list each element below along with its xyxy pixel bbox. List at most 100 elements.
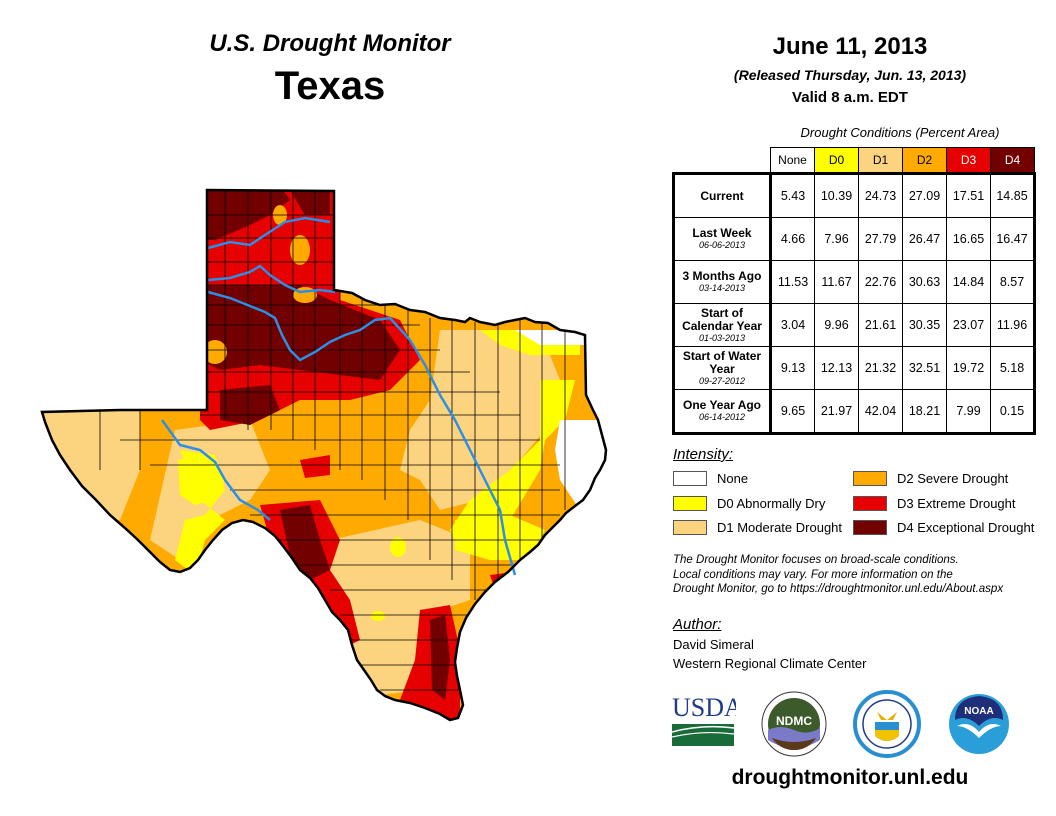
cell-d1: 27.79 (858, 217, 903, 261)
legend-swatch (673, 496, 707, 511)
legend-item-d4: D4 Exceptional Drought (853, 520, 1034, 535)
cell-d3: 19.72 (946, 346, 991, 390)
cell-d1: 21.32 (858, 346, 903, 390)
table-row: Current 5.43 10.39 24.73 27.09 17.51 14.85 (672, 173, 1036, 218)
author-title: Author: (673, 616, 722, 633)
note-line: The Drought Monitor focuses on broad-sca… (673, 554, 959, 566)
table-row: Start of Calendar Year 01-03-2013 3.04 9.96… (672, 303, 1036, 347)
legend-swatch (853, 471, 887, 486)
region-d4-southtip (430, 615, 450, 700)
ndmc-logo-text: NDMC (776, 714, 812, 728)
cell-d4: 0.15 (990, 389, 1036, 435)
region-d0-west2 (178, 455, 225, 505)
cell-d1: 21.61 (858, 303, 903, 347)
row-label: One Year Ago 06-14-2012 (672, 389, 772, 435)
header-d1: D1 (858, 147, 903, 175)
table-row: Start of Water Year 09-27-2012 9.13 12.13 21… (672, 346, 1036, 390)
cell-d2: 30.35 (902, 303, 947, 347)
author-name: David Simeral (673, 637, 754, 652)
cell-d4: 8.57 (990, 260, 1036, 304)
row-label-text: Start of Calendar Year (682, 305, 762, 333)
legend-title: Intensity: (673, 446, 734, 463)
cell-d2: 32.51 (902, 346, 947, 390)
cell-d3: 16.65 (946, 217, 991, 261)
row-label: Start of Calendar Year 01-03-2013 (672, 303, 772, 347)
region-d3-central (300, 455, 330, 478)
cell-d0: 9.96 (814, 303, 859, 347)
legend-item-none: None (673, 471, 748, 486)
row-label: Last Week 06-06-2013 (672, 217, 772, 261)
header-d2: D2 (902, 147, 947, 175)
region-none-northeast (515, 330, 586, 345)
cell-d3: 17.51 (946, 173, 991, 218)
noaa-logo: NOAA (949, 694, 1009, 754)
cell-none: 9.13 (770, 346, 815, 390)
region-d0-dot2 (371, 611, 385, 621)
drought-regions (42, 190, 606, 720)
cell-d2: 26.47 (902, 217, 947, 261)
region-d0-coastal (455, 515, 545, 560)
note-line: Local conditions may vary. For more info… (673, 568, 953, 581)
row-label-text: Current (700, 188, 744, 203)
cell-d2: 27.09 (902, 173, 947, 218)
valid-time: Valid 8 a.m. EDT (792, 89, 908, 106)
legend-item-d1: D1 Moderate Drought (673, 520, 842, 535)
row-label-text: 3 Months Ago (682, 269, 762, 283)
commerce-seal-logo (853, 690, 921, 758)
region-d4-north (200, 190, 290, 240)
cell-d4: 5.18 (990, 346, 1036, 390)
drought-conditions-table: None D0 D1 D2 D3 D4 Current 5.43 10.39 24.7… (672, 147, 1036, 435)
row-label: Current (672, 173, 772, 218)
cell-d0: 11.67 (814, 260, 859, 304)
texas-drought-map (40, 188, 608, 722)
noaa-logo-text: NOAA (964, 706, 993, 717)
cell-d2: 18.21 (902, 389, 947, 435)
cell-d4: 14.85 (990, 173, 1036, 218)
row-date: 06-14-2012 (698, 412, 746, 422)
state-title: Texas (274, 64, 386, 108)
table-row: Last Week 06-06-2013 4.66 7.96 27.79 26.47 16.… (672, 217, 1036, 261)
row-date: 03-14-2013 (698, 283, 746, 293)
legend-swatch (853, 496, 887, 511)
legend-label: None (717, 471, 749, 486)
region-d4-mid (200, 285, 400, 380)
author-org: Western Regional Climate Center (673, 656, 867, 671)
header-d4: D4 (990, 147, 1035, 175)
legend-label: D4 Exceptional Drought (897, 520, 1035, 535)
cell-none: 3.04 (770, 303, 815, 347)
header-d0: D0 (814, 147, 859, 175)
header-none: None (770, 147, 815, 175)
usda-logo-text: USDA (672, 693, 736, 722)
cell-d0: 7.96 (814, 217, 859, 261)
website-url[interactable]: droughtmonitor.unl.edu (731, 766, 969, 789)
table-row: One Year Ago 06-14-2012 9.65 21.97 42.04 18.2… (672, 389, 1036, 435)
cell-d3: 7.99 (946, 389, 991, 435)
disclaimer-note: The Drought Monitor focuses on broad-sca… (673, 553, 1043, 597)
legend-label: D1 Moderate Drought (717, 520, 843, 535)
note-line: Drought Monitor, go to https://droughtmo… (673, 583, 1004, 595)
region-d0-dot1 (390, 537, 406, 557)
region-d4-southwest (280, 505, 330, 580)
cell-d1: 42.04 (858, 389, 903, 435)
cell-d1: 24.73 (858, 173, 903, 218)
ndmc-logo: NDMC (761, 691, 827, 757)
table-caption: Drought Conditions (Percent Area) (800, 125, 1000, 140)
row-date: 01-03-2013 (698, 332, 746, 343)
cell-d1: 22.76 (858, 260, 903, 304)
cell-d3: 14.84 (946, 260, 991, 304)
cell-none: 4.66 (770, 217, 815, 261)
release-date: (Released Thursday, Jun. 13, 2013) (733, 67, 967, 83)
legend-item-d3: D3 Extreme Drought (853, 496, 1016, 511)
row-label: Start of Water Year 09-27-2012 (672, 346, 772, 390)
region-d2-pan2 (203, 340, 227, 364)
legend-label: D0 Abnormally Dry (717, 496, 826, 511)
row-label: 3 Months Ago 03-14-2013 (672, 260, 772, 304)
header-d3: D3 (946, 147, 991, 175)
row-label-text: Last Week (692, 226, 752, 240)
cell-d3: 23.07 (946, 303, 991, 347)
cell-d0: 12.13 (814, 346, 859, 390)
region-d2-pan1 (290, 235, 310, 265)
region-d4-northeast (290, 190, 330, 215)
region-d1-south (330, 520, 470, 690)
legend-item-d0: D0 Abnormally Dry (673, 496, 825, 511)
